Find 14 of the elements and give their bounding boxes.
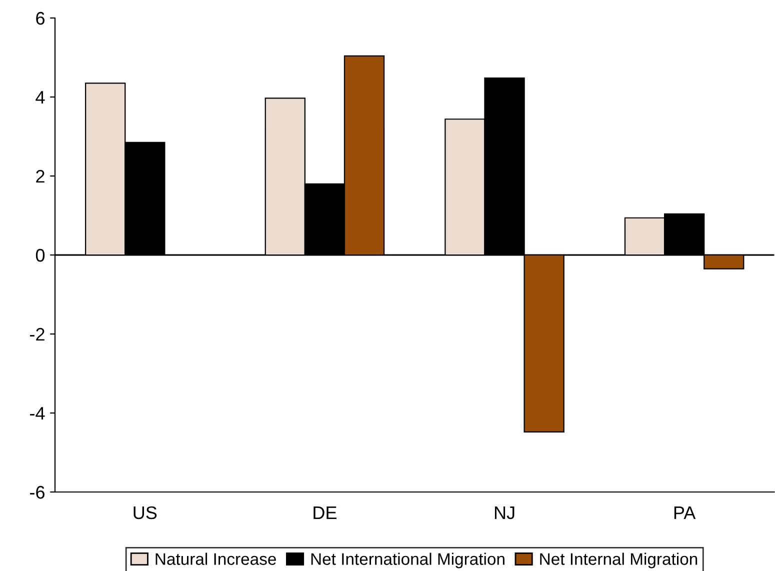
x-tick-label: NJ [494, 506, 514, 520]
y-tick-label: -2 [30, 328, 44, 341]
legend-label: Net International Migration [311, 552, 504, 568]
y-tick-label: 6 [36, 12, 44, 25]
y-tick-label: 2 [36, 170, 44, 183]
legend-label: Net Internal Migration [540, 552, 698, 568]
y-tick-label: 0 [36, 248, 45, 262]
y-tick-label: -4 [30, 407, 45, 420]
x-tick-label: US [134, 506, 157, 520]
y-tick-label: -6 [30, 486, 44, 499]
legend-label: Natural Increase [156, 552, 276, 565]
x-tick-label: PA [674, 506, 696, 519]
x-tick-label: DE [314, 506, 336, 519]
y-tick-label: 4 [36, 91, 45, 104]
